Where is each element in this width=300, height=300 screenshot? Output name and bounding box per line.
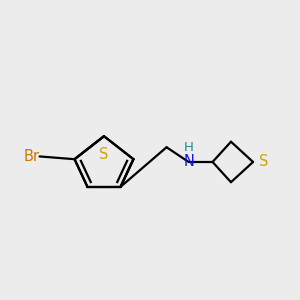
Text: H: H <box>184 141 194 154</box>
Text: N: N <box>183 154 194 169</box>
Text: Br: Br <box>24 149 40 164</box>
Text: S: S <box>99 147 109 162</box>
Text: S: S <box>259 154 268 169</box>
